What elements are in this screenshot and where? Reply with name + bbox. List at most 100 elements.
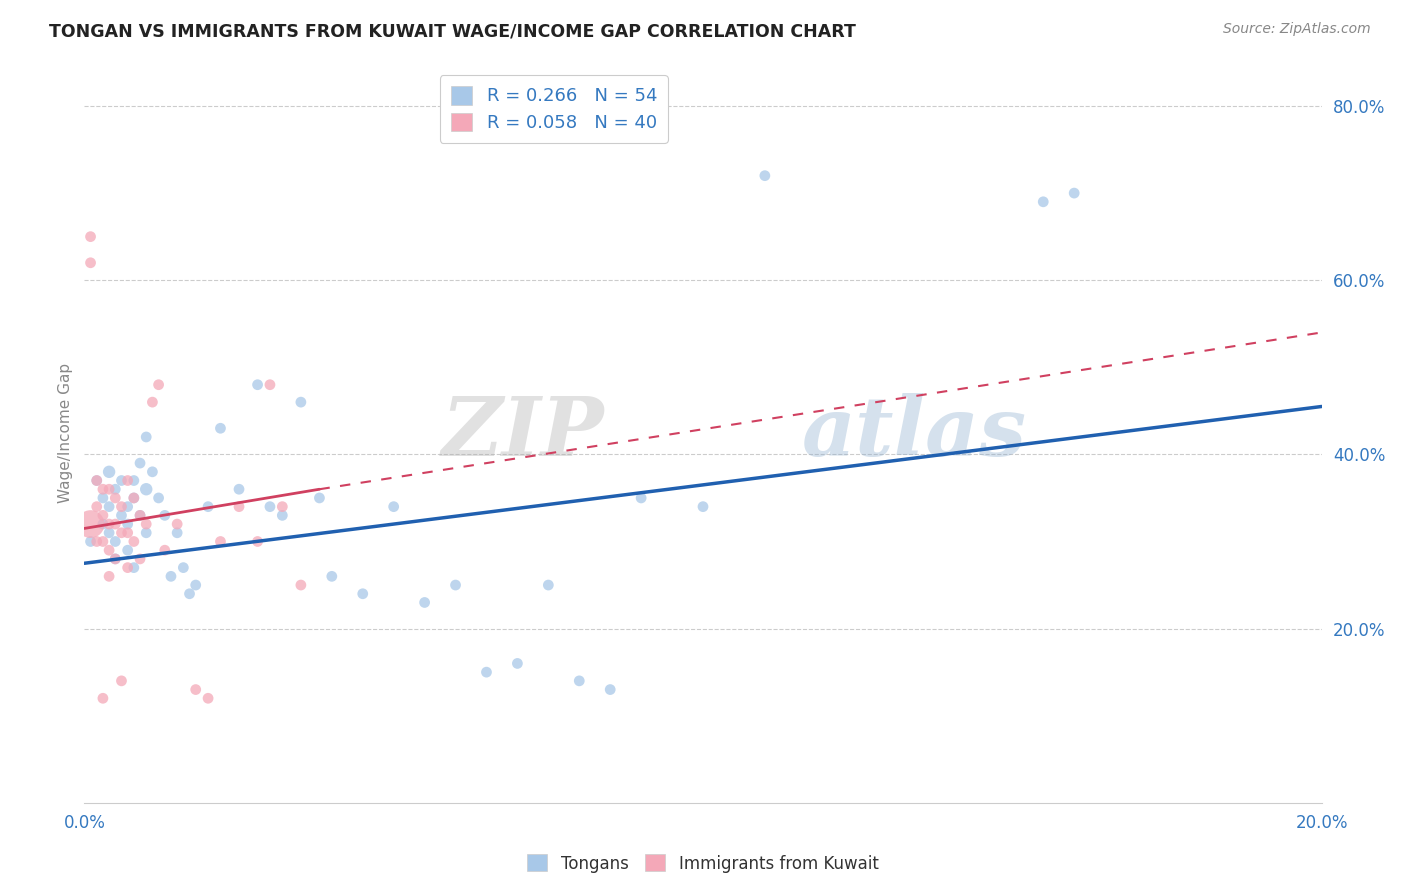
Point [98,482,121,496]
Point [91,508,114,523]
Point [86,500,108,514]
Point [135,430,157,444]
Point [382,500,405,514]
Point [79,229,101,244]
Point [184,578,207,592]
Point [98,569,121,583]
Point [79,256,101,270]
Point [568,673,591,688]
Point [290,395,312,409]
Point [475,665,498,680]
Point [321,569,343,583]
Point [104,534,127,549]
Point [129,508,152,523]
Point [166,517,188,532]
Point [98,517,121,532]
Point [153,543,176,558]
Point [153,508,176,523]
Point [135,517,157,532]
Text: TONGAN VS IMMIGRANTS FROM KUWAIT WAGE/INCOME GAP CORRELATION CHART: TONGAN VS IMMIGRANTS FROM KUWAIT WAGE/IN… [49,22,856,40]
Point [413,595,436,609]
Point [117,500,139,514]
Point [117,517,139,532]
Point [135,525,157,540]
Point [271,500,294,514]
Point [290,578,312,592]
Point [104,517,127,532]
Point [148,377,170,392]
Point [1032,194,1054,209]
Point [104,491,127,505]
Point [110,673,132,688]
Point [98,465,121,479]
Point [228,482,250,496]
Point [122,491,145,505]
Point [86,474,108,488]
Point [352,587,374,601]
Y-axis label: Wage/Income Gap: Wage/Income Gap [58,362,73,503]
Point [122,474,145,488]
Point [228,500,250,514]
Point [172,560,194,574]
Point [104,552,127,566]
Legend: Tongans, Immigrants from Kuwait: Tongans, Immigrants from Kuwait [520,847,886,880]
Point [135,482,157,496]
Point [141,395,163,409]
Point [129,456,152,470]
Point [148,491,170,505]
Point [86,534,108,549]
Point [141,465,163,479]
Point [98,525,121,540]
Point [91,491,114,505]
Point [91,691,114,706]
Point [79,534,101,549]
Point [104,482,127,496]
Point [117,560,139,574]
Point [246,377,269,392]
Point [86,474,108,488]
Point [197,691,219,706]
Point [209,421,232,435]
Point [160,569,183,583]
Point [630,491,652,505]
Point [184,682,207,697]
Point [110,474,132,488]
Point [692,500,714,514]
Point [122,534,145,549]
Point [179,587,201,601]
Text: Source: ZipAtlas.com: Source: ZipAtlas.com [1223,22,1371,37]
Point [209,534,232,549]
Point [537,578,560,592]
Point [104,552,127,566]
Point [91,482,114,496]
Point [122,491,145,505]
Point [129,552,152,566]
Point [259,377,281,392]
Point [98,543,121,558]
Point [308,491,330,505]
Point [117,525,139,540]
Point [246,534,269,549]
Point [79,517,101,532]
Point [91,517,114,532]
Text: atlas: atlas [801,392,1028,473]
Point [1063,186,1085,200]
Legend: R = 0.266   N = 54, R = 0.058   N = 40: R = 0.266 N = 54, R = 0.058 N = 40 [440,75,668,143]
Point [117,543,139,558]
Point [129,508,152,523]
Point [506,657,529,671]
Point [197,500,219,514]
Point [166,525,188,540]
Point [110,508,132,523]
Text: ZIP: ZIP [441,392,605,473]
Point [599,682,621,697]
Point [271,508,294,523]
Point [122,560,145,574]
Point [444,578,467,592]
Point [110,525,132,540]
Point [117,474,139,488]
Point [754,169,776,183]
Point [110,500,132,514]
Point [259,500,281,514]
Point [91,534,114,549]
